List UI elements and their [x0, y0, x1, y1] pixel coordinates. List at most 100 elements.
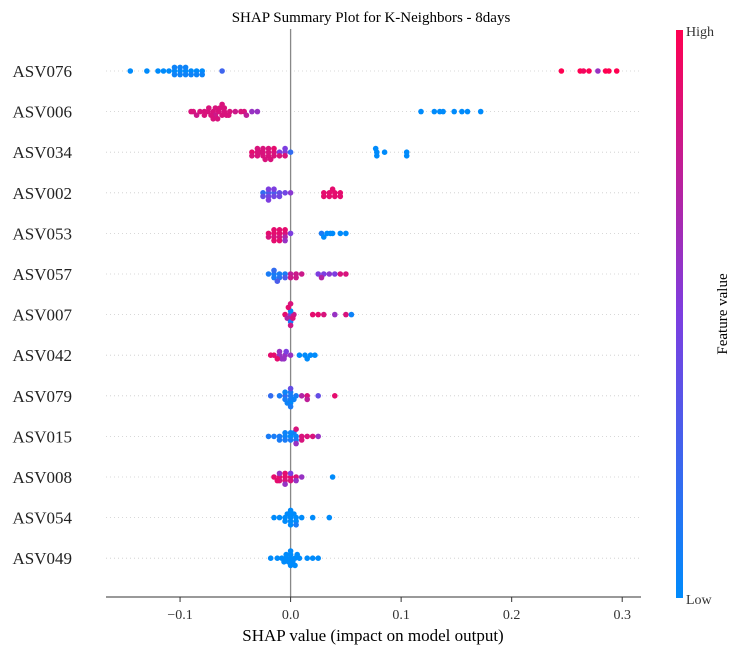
shap-point: [249, 108, 255, 115]
shap-point: [276, 227, 283, 233]
shap-point: [232, 108, 239, 115]
shap-point: [332, 193, 338, 200]
shap-point: [459, 108, 465, 115]
shap-point: [298, 271, 305, 277]
shap-point: [262, 156, 269, 163]
shap-point: [276, 437, 283, 443]
shap-point: [403, 153, 410, 159]
shap-point: [283, 551, 290, 558]
shap-point: [271, 514, 277, 521]
shap-point: [274, 555, 281, 561]
shap-point: [282, 481, 288, 488]
shap-point: [219, 101, 225, 108]
shap-point: [298, 393, 305, 399]
shap-point: [329, 186, 336, 192]
shap-point: [282, 430, 288, 436]
shap-point: [160, 68, 167, 74]
shap-point: [477, 108, 484, 115]
shap-point: [265, 197, 272, 203]
shap-point: [287, 322, 294, 329]
feature-rows: ASV076 ASV006 ASV034 ASV002 ASV053 ASV057 ASV0…: [12, 62, 641, 568]
x-tick-label: 0.3: [613, 608, 631, 623]
shap-point: [606, 68, 612, 74]
shap-point: [287, 301, 294, 307]
shap-point: [182, 64, 189, 71]
shap-point: [177, 71, 183, 78]
shap-point: [298, 514, 305, 521]
shap-point: [287, 477, 294, 484]
shap-point: [293, 426, 299, 433]
shap-point: [190, 108, 197, 115]
feature-label: ASV049: [12, 549, 72, 568]
colorbar-high-label: High: [686, 25, 714, 40]
shap-point: [282, 227, 288, 233]
shap-point: [307, 352, 314, 359]
shap-point: [337, 271, 344, 277]
shap-point: [271, 474, 277, 480]
chart-title: SHAP Summary Plot for K-Neighbors - 8day…: [232, 10, 511, 26]
shap-point: [271, 352, 277, 359]
shap-point: [206, 105, 212, 111]
shap-point: [558, 68, 565, 74]
shap-point: [274, 356, 281, 362]
shap-point: [586, 68, 592, 74]
shap-point: [348, 311, 355, 318]
shap-point: [177, 64, 183, 71]
shap-point: [293, 274, 299, 281]
shap-point: [291, 396, 297, 403]
shap-point: [284, 400, 291, 406]
shap-point: [343, 311, 349, 318]
shap-point: [271, 153, 277, 159]
shap-point: [282, 389, 288, 396]
shap-point: [287, 190, 294, 196]
shap-point: [243, 112, 250, 118]
shap-point: [271, 186, 277, 192]
shap-point: [337, 230, 344, 237]
shap-point: [315, 271, 322, 277]
shap-point: [265, 186, 272, 192]
shap-point: [287, 470, 294, 477]
shap-point: [212, 105, 219, 111]
shap-point: [260, 193, 266, 200]
shap-point: [193, 112, 200, 118]
shap-point: [171, 64, 178, 71]
shap-point: [343, 230, 349, 237]
shap-point: [267, 156, 274, 163]
shap-point: [201, 112, 208, 118]
colorbar: [676, 30, 683, 598]
shap-point: [210, 116, 216, 122]
shap-point: [315, 433, 322, 440]
shap-point: [282, 190, 288, 196]
shap-point: [595, 68, 601, 74]
shap-point: [298, 474, 305, 480]
shap-point: [254, 108, 261, 115]
shap-point: [274, 477, 281, 484]
shap-point: [171, 71, 178, 78]
shap-point: [276, 348, 283, 355]
feature-label: ASV042: [12, 346, 72, 365]
shap-point: [309, 433, 316, 440]
shap-point: [327, 230, 334, 237]
shap-point: [315, 311, 322, 318]
shap-point: [287, 403, 294, 410]
shap-point: [287, 352, 294, 359]
shap-point: [292, 562, 298, 569]
shap-point: [265, 433, 272, 440]
shap-point: [437, 108, 443, 115]
shap-point: [332, 393, 338, 399]
shap-point: [304, 396, 311, 403]
shap-point: [182, 71, 189, 78]
shap-point: [271, 237, 277, 244]
shap-point: [381, 149, 388, 155]
shap-point: [282, 274, 288, 281]
shap-point: [326, 514, 333, 521]
shap-point: [214, 116, 221, 122]
shap-point: [287, 274, 294, 281]
shap-point: [276, 193, 283, 200]
shap-point: [287, 522, 294, 528]
shap-point: [451, 108, 458, 115]
shap-point: [271, 433, 277, 440]
shap-point: [613, 68, 620, 74]
shap-point: [321, 234, 327, 240]
